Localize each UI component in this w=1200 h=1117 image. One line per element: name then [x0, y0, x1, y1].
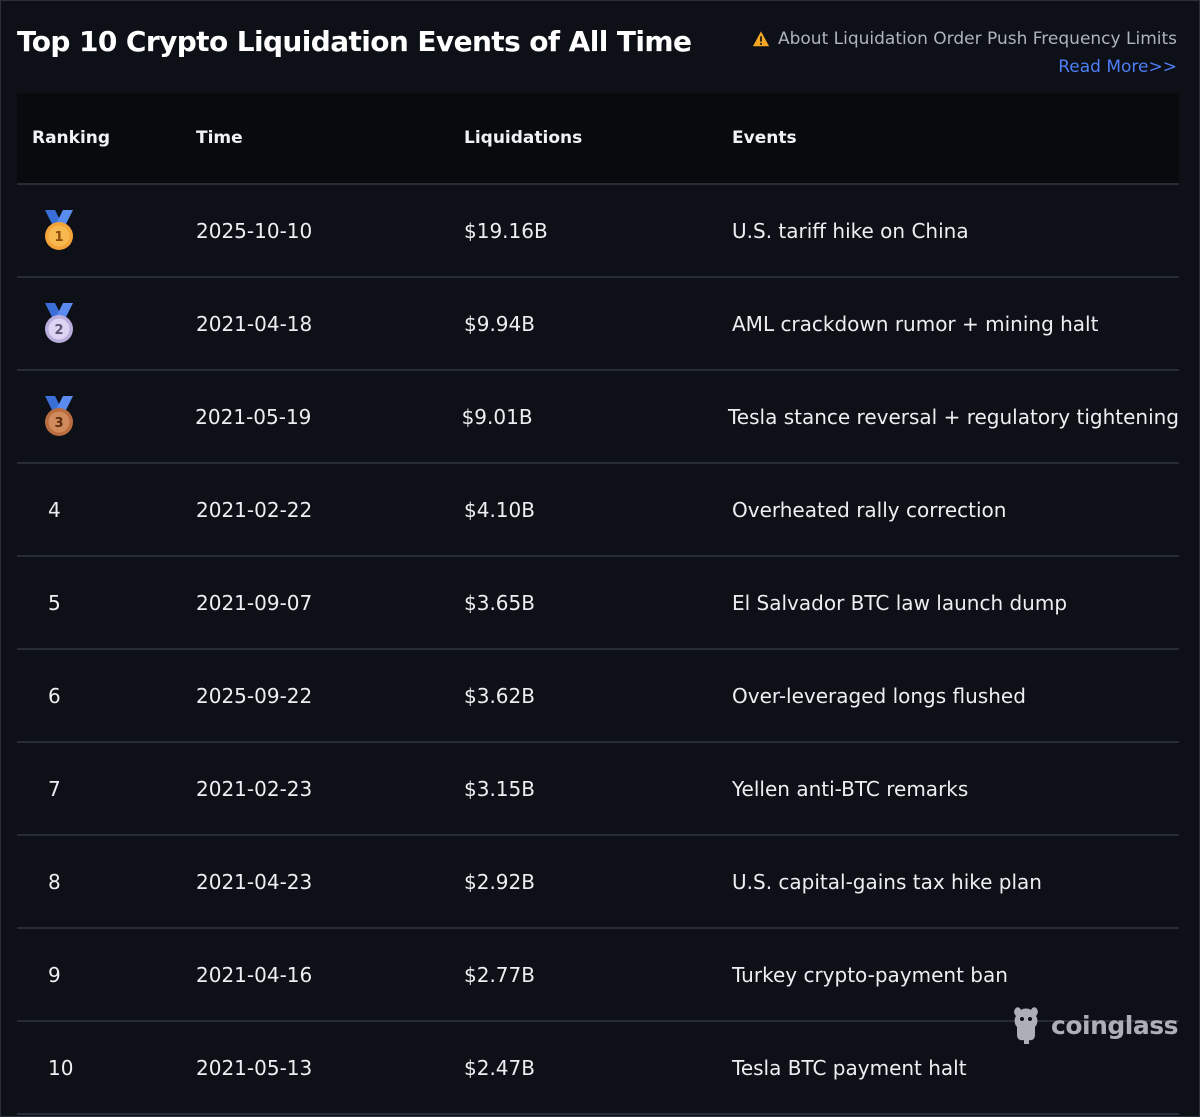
header-time[interactable]: Time	[196, 128, 243, 148]
event-cell: Tesla stance reversal + regulatory tight…	[727, 404, 1179, 429]
event-cell: Over-leveraged longs flushed	[732, 683, 1026, 708]
liquidations-cell: $2.47B	[464, 1055, 535, 1080]
event-cell: AML crackdown rumor + mining halt	[732, 311, 1099, 336]
event-cell: U.S. capital-gains tax hike plan	[732, 869, 1042, 894]
time-cell: 2025-09-22	[196, 683, 313, 708]
svg-text:3: 3	[54, 416, 63, 431]
time-cell: 2021-02-22	[196, 497, 313, 522]
liquidations-cell: $3.65B	[464, 590, 535, 615]
table-row: 5 2021-09-07 $3.65B El Salvador BTC law …	[17, 557, 1179, 650]
rank-cell: 8	[48, 869, 61, 894]
notice-text: About Liquidation Order Push Frequency L…	[777, 29, 1177, 49]
gold-medal-icon: 1	[45, 209, 73, 250]
silver-medal-icon: 2	[45, 302, 73, 343]
table-row: 2 2021-04-18 $9.94B AML crackdown rumor …	[17, 278, 1179, 371]
bronze-medal-icon: 3	[45, 395, 73, 436]
liquidations-cell: $3.15B	[464, 776, 535, 801]
time-cell: 2025-10-10	[196, 218, 313, 243]
liquidations-cell: $9.94B	[464, 311, 535, 336]
rank-cell: 6	[48, 683, 61, 708]
table-row: 10 2021-05-13 $2.47B Tesla BTC payment h…	[17, 1022, 1179, 1115]
time-cell: 2021-02-23	[196, 776, 313, 801]
time-cell: 2021-04-16	[196, 962, 313, 987]
rank-cell: 3	[17, 395, 179, 438]
liquidations-cell: $2.92B	[464, 869, 535, 894]
warning-icon	[752, 31, 770, 47]
header-ranking[interactable]: Ranking	[32, 128, 111, 148]
time-cell: 2021-05-13	[196, 1055, 313, 1080]
watermark-text: coinglass	[1051, 1010, 1178, 1040]
rank-cell: 1	[17, 209, 180, 252]
event-cell: U.S. tariff hike on China	[732, 218, 969, 243]
liquidations-cell: $2.77B	[464, 962, 535, 987]
svg-text:1: 1	[54, 230, 63, 245]
liquidations-cell: $4.10B	[464, 497, 535, 522]
liquidation-table: Ranking Time Liquidations Events 1 2025-…	[17, 93, 1179, 1115]
rank-cell: 5	[48, 590, 61, 615]
notice: About Liquidation Order Push Frequency L…	[752, 25, 1177, 81]
event-cell: Overheated rally correction	[732, 497, 1007, 522]
event-cell: Yellen anti-BTC remarks	[732, 776, 969, 801]
time-cell: 2021-04-23	[196, 869, 313, 894]
page-title: Top 10 Crypto Liquidation Events of All …	[17, 25, 692, 58]
coinglass-logo-icon	[1014, 1007, 1038, 1044]
rank-cell: 4	[48, 497, 61, 522]
liquidations-cell: $3.62B	[464, 683, 535, 708]
header-liquidations[interactable]: Liquidations	[464, 128, 583, 148]
time-cell: 2021-09-07	[196, 590, 313, 615]
table-row: 7 2021-02-23 $3.15B Yellen anti-BTC rema…	[17, 743, 1179, 836]
event-cell: El Salvador BTC law launch dump	[732, 590, 1068, 615]
event-cell: Turkey crypto-payment ban	[732, 962, 1008, 987]
liquidations-cell: $9.01B	[461, 404, 533, 429]
table-row: 4 2021-02-22 $4.10B Overheated rally cor…	[17, 464, 1179, 557]
table-row: 6 2025-09-22 $3.62B Over-leveraged longs…	[17, 650, 1179, 743]
coinglass-watermark: coinglass	[1007, 1005, 1178, 1045]
rank-cell: 10	[48, 1055, 74, 1080]
read-more-link[interactable]: Read More>>	[1058, 57, 1177, 77]
table-row: 3 2021-05-19 $9.01B Tesla stance reversa…	[17, 371, 1179, 464]
table-row: 1 2025-10-10 $19.16B U.S. tariff hike on…	[17, 185, 1179, 278]
rank-cell: 2	[17, 302, 180, 345]
rank-cell: 7	[48, 776, 61, 801]
table-header: Ranking Time Liquidations Events	[17, 93, 1179, 185]
table-row: 9 2021-04-16 $2.77B Turkey crypto-paymen…	[17, 929, 1179, 1022]
rank-cell: 9	[48, 962, 61, 987]
header-events[interactable]: Events	[732, 128, 797, 148]
time-cell: 2021-05-19	[195, 404, 312, 429]
liquidations-cell: $19.16B	[464, 218, 548, 243]
time-cell: 2021-04-18	[196, 311, 313, 336]
svg-text:2: 2	[54, 323, 63, 338]
notice-row: About Liquidation Order Push Frequency L…	[752, 25, 1177, 53]
event-cell: Tesla BTC payment halt	[732, 1055, 967, 1080]
table-row: 8 2021-04-23 $2.92B U.S. capital-gains t…	[17, 836, 1179, 929]
